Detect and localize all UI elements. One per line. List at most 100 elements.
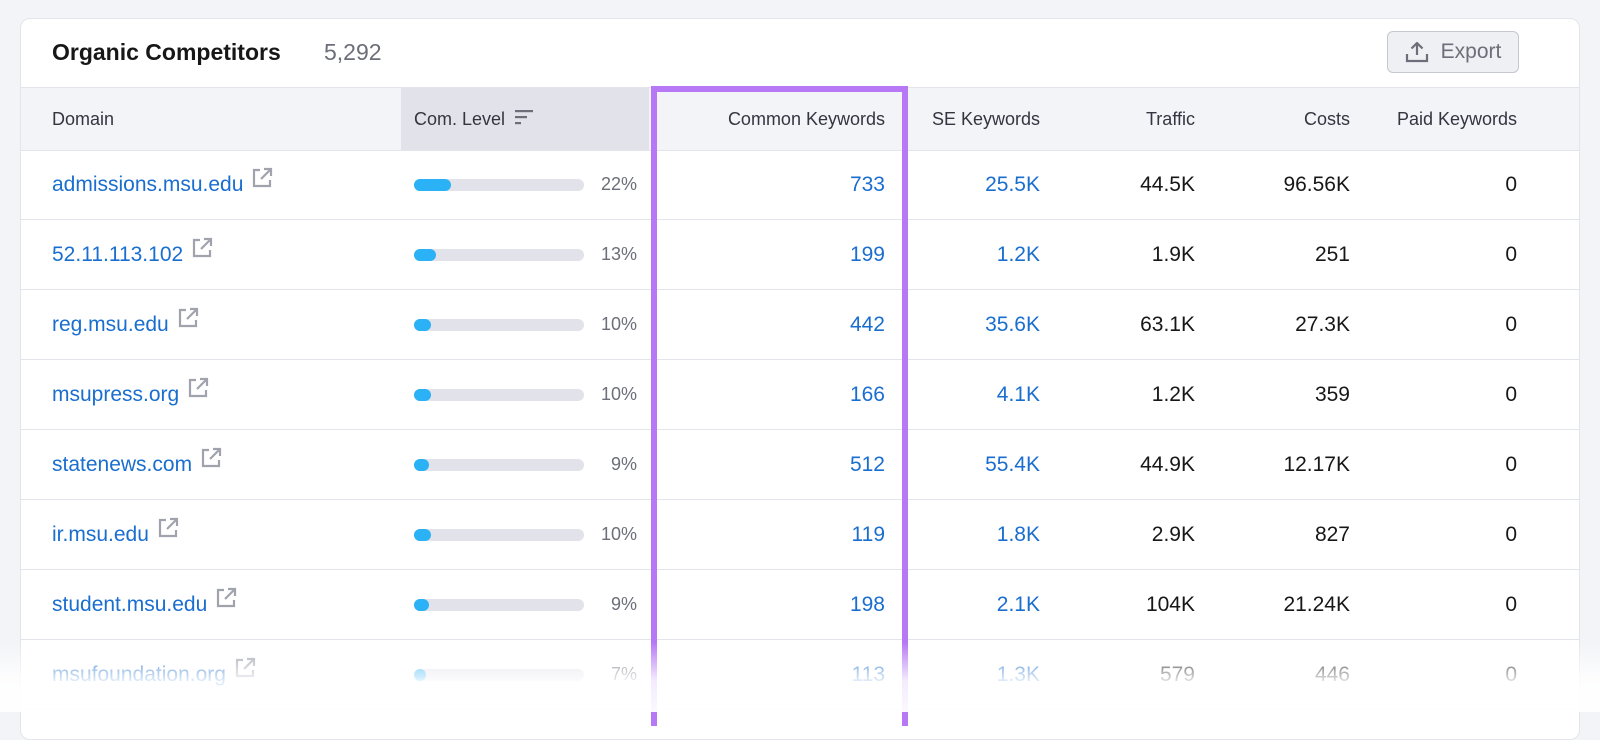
column-header-traffic[interactable]: Traffic xyxy=(1145,109,1195,129)
com-level-bar-fill xyxy=(414,599,429,611)
traffic-cell: 2.9K xyxy=(1151,523,1195,546)
se-keywords-link[interactable]: 55.4K xyxy=(985,453,1040,476)
com-level-bar-fill xyxy=(414,669,426,681)
domain-link[interactable]: reg.msu.edu xyxy=(52,313,169,336)
external-link-icon[interactable] xyxy=(251,148,273,217)
costs-cell: 446 xyxy=(1314,663,1350,686)
sort-descending-icon[interactable] xyxy=(515,88,535,150)
domain-cell: ir.msu.edu xyxy=(52,500,179,569)
domain-link[interactable]: student.msu.edu xyxy=(52,593,208,616)
table-row: msufoundation.org 7% 113 1.3K 579 446 0 xyxy=(21,640,1579,710)
paid-keywords-cell: 0 xyxy=(1505,313,1517,336)
export-button[interactable]: Export xyxy=(1387,31,1519,73)
paid-keywords-cell: 0 xyxy=(1505,663,1517,686)
se-keywords-cell: 25.5K xyxy=(901,150,1040,219)
com-level-percent: 7% xyxy=(610,664,637,684)
com-level-percent: 9% xyxy=(610,594,637,614)
se-keywords-link[interactable]: 1.8K xyxy=(996,523,1040,546)
common-keywords-link[interactable]: 198 xyxy=(849,593,885,616)
domain-cell: msufoundation.org xyxy=(52,640,256,709)
column-header-com-level-label: Com. Level xyxy=(414,109,506,129)
paid-keywords-cell: 0 xyxy=(1505,523,1517,546)
com-level-bar xyxy=(414,529,584,541)
domain-cell: 52.11.113.102 xyxy=(52,220,213,289)
competitors-count: 5,292 xyxy=(324,39,382,65)
se-keywords-cell: 2.1K xyxy=(901,570,1040,639)
external-link-icon[interactable] xyxy=(177,288,199,357)
common-keywords-link[interactable]: 512 xyxy=(849,453,885,476)
com-level-bar xyxy=(414,179,584,191)
external-link-icon[interactable] xyxy=(215,568,237,637)
traffic-cell: 579 xyxy=(1159,663,1195,686)
com-level-percent: 13% xyxy=(600,244,637,264)
column-header-domain[interactable]: Domain xyxy=(52,109,115,129)
domain-link[interactable]: ir.msu.edu xyxy=(52,523,149,546)
common-keywords-cell: 512 xyxy=(661,430,885,499)
com-level-bar xyxy=(414,389,584,401)
traffic-cell: 104K xyxy=(1145,593,1195,616)
table-row: msupress.org 10% 166 4.1K 1.2K 359 0 xyxy=(21,360,1579,430)
se-keywords-cell: 1.3K xyxy=(901,640,1040,709)
column-header-com-level[interactable]: Com. Level xyxy=(414,88,535,150)
common-keywords-cell: 442 xyxy=(661,290,885,359)
external-link-icon[interactable] xyxy=(200,428,222,497)
external-link-icon[interactable] xyxy=(187,358,209,427)
se-keywords-link[interactable]: 1.2K xyxy=(996,243,1040,266)
common-keywords-link[interactable]: 199 xyxy=(849,243,885,266)
common-keywords-cell: 166 xyxy=(661,360,885,429)
common-keywords-cell: 198 xyxy=(661,570,885,639)
common-keywords-cell: 733 xyxy=(661,150,885,219)
se-keywords-cell: 1.2K xyxy=(901,220,1040,289)
card-header: Organic Competitors 5,292 Export xyxy=(21,19,1579,87)
se-keywords-link[interactable]: 2.1K xyxy=(996,593,1040,616)
com-level-bar-fill xyxy=(414,459,429,471)
com-level-percent: 22% xyxy=(600,174,637,194)
column-header-costs[interactable]: Costs xyxy=(1303,109,1350,129)
external-link-icon[interactable] xyxy=(234,638,256,707)
com-level-bar-fill xyxy=(414,389,431,401)
paid-keywords-cell: 0 xyxy=(1505,173,1517,196)
com-level-bar-fill xyxy=(414,529,431,541)
common-keywords-link[interactable]: 733 xyxy=(849,173,885,196)
se-keywords-link[interactable]: 1.3K xyxy=(996,663,1040,686)
domain-link[interactable]: msufoundation.org xyxy=(52,663,226,686)
com-level-percent: 10% xyxy=(600,384,637,404)
table-row: ir.msu.edu 10% 119 1.8K 2.9K 827 0 xyxy=(21,500,1579,570)
se-keywords-cell: 1.8K xyxy=(901,500,1040,569)
domain-link[interactable]: admissions.msu.edu xyxy=(52,173,244,196)
traffic-cell: 63.1K xyxy=(1140,313,1195,336)
domain-link[interactable]: msupress.org xyxy=(52,383,180,406)
column-header-se-keywords[interactable]: SE Keywords xyxy=(931,109,1040,129)
costs-cell: 251 xyxy=(1314,243,1350,266)
common-keywords-link[interactable]: 166 xyxy=(849,383,885,406)
common-keywords-link[interactable]: 442 xyxy=(849,313,885,336)
domain-link[interactable]: 52.11.113.102 xyxy=(52,243,184,266)
common-keywords-cell: 113 xyxy=(661,640,885,709)
table-row: reg.msu.edu 10% 442 35.6K 63.1K 27.3K 0 xyxy=(21,290,1579,360)
table-header: Domain Com. Level Common Keywords SE Key… xyxy=(21,87,1579,151)
paid-keywords-cell: 0 xyxy=(1505,453,1517,476)
com-level-bar xyxy=(414,249,584,261)
se-keywords-link[interactable]: 4.1K xyxy=(996,383,1040,406)
column-header-paid-keywords[interactable]: Paid Keywords xyxy=(1396,109,1517,129)
column-header-common-keywords[interactable]: Common Keywords xyxy=(727,109,885,129)
com-level-bar xyxy=(414,319,584,331)
com-level-percent: 10% xyxy=(600,524,637,544)
com-level-bar-fill xyxy=(414,179,451,191)
paid-keywords-cell: 0 xyxy=(1505,243,1517,266)
traffic-cell: 1.2K xyxy=(1151,383,1195,406)
common-keywords-link[interactable]: 119 xyxy=(851,523,885,546)
se-keywords-link[interactable]: 35.6K xyxy=(985,313,1040,336)
domain-link[interactable]: statenews.com xyxy=(52,453,193,476)
organic-competitors-card: Organic Competitors 5,292 Export Domain … xyxy=(20,18,1580,740)
paid-keywords-cell: 0 xyxy=(1505,383,1517,406)
costs-cell: 359 xyxy=(1314,383,1350,406)
se-keywords-link[interactable]: 25.5K xyxy=(985,173,1040,196)
traffic-cell: 44.9K xyxy=(1140,453,1195,476)
page-title: Organic Competitors xyxy=(52,39,281,65)
external-link-icon[interactable] xyxy=(157,498,179,567)
external-link-icon[interactable] xyxy=(191,218,213,287)
common-keywords-link[interactable]: 113 xyxy=(851,663,885,686)
domain-cell: reg.msu.edu xyxy=(52,290,199,359)
table-row: statenews.com 9% 512 55.4K 44.9K 12.17K … xyxy=(21,430,1579,500)
